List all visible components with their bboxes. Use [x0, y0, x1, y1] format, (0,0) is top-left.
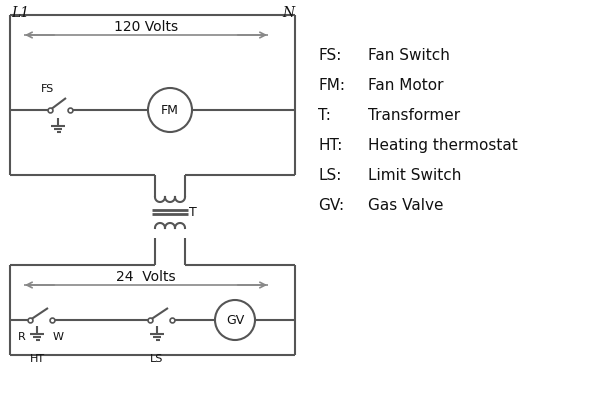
- Text: L1: L1: [11, 6, 29, 20]
- Text: Transformer: Transformer: [368, 108, 460, 123]
- Text: W: W: [53, 332, 64, 342]
- Text: LS:: LS:: [318, 168, 342, 183]
- Text: R: R: [18, 332, 26, 342]
- Text: T:: T:: [318, 108, 331, 123]
- Text: LS: LS: [150, 354, 163, 364]
- Text: Limit Switch: Limit Switch: [368, 168, 461, 183]
- Text: FS:: FS:: [318, 48, 342, 63]
- Text: Heating thermostat: Heating thermostat: [368, 138, 518, 153]
- Text: HT: HT: [30, 354, 45, 364]
- Text: 120 Volts: 120 Volts: [114, 20, 178, 34]
- Text: Fan Motor: Fan Motor: [368, 78, 444, 93]
- Text: GV:: GV:: [318, 198, 344, 213]
- Text: 24  Volts: 24 Volts: [116, 270, 176, 284]
- Text: GV: GV: [226, 314, 244, 326]
- Text: N: N: [282, 6, 294, 20]
- Text: T: T: [189, 206, 196, 218]
- Text: FS: FS: [41, 84, 55, 94]
- Text: HT:: HT:: [318, 138, 342, 153]
- Text: Gas Valve: Gas Valve: [368, 198, 444, 213]
- Text: FM:: FM:: [318, 78, 345, 93]
- Text: FM: FM: [161, 104, 179, 116]
- Text: Fan Switch: Fan Switch: [368, 48, 450, 63]
